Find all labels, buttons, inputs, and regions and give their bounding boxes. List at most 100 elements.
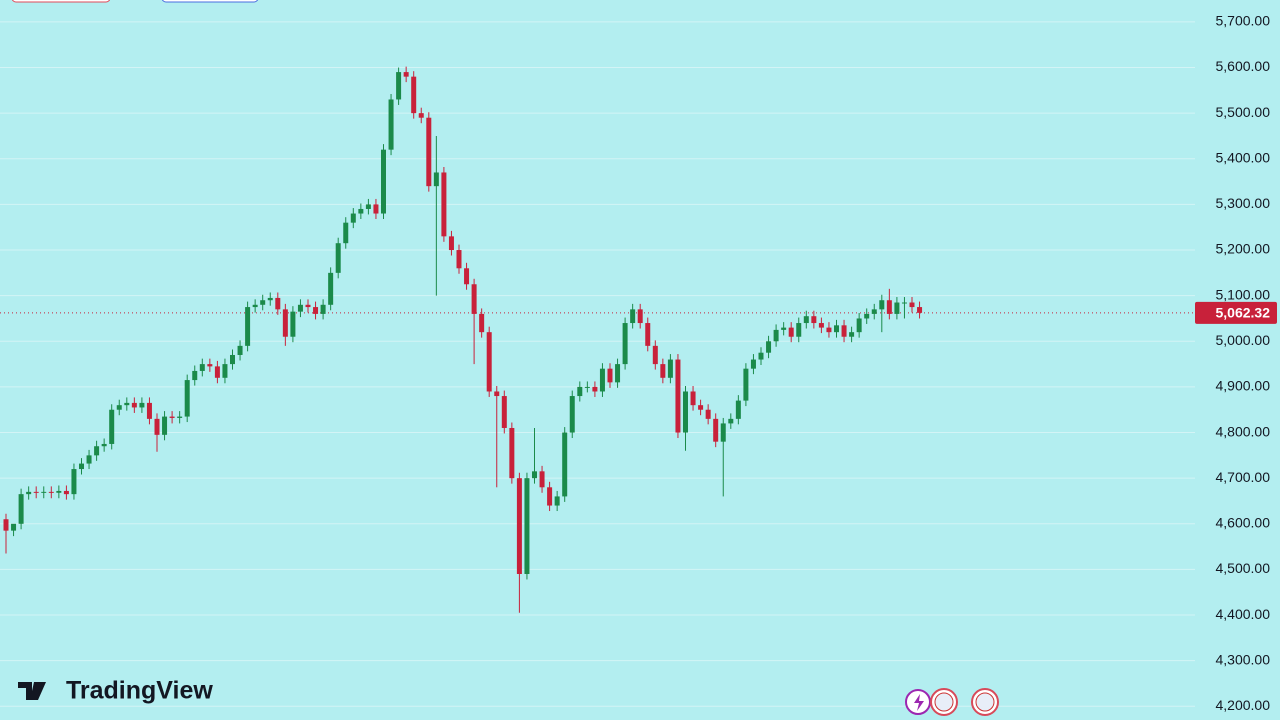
candle-body (524, 478, 530, 574)
candle-body (728, 418, 734, 424)
candle-body (388, 99, 394, 150)
candle-body (433, 172, 439, 187)
candle-body (381, 149, 386, 214)
candle-body (818, 323, 824, 328)
candle-body (622, 323, 628, 365)
candle-body (56, 490, 62, 493)
candle-body (252, 304, 258, 308)
candle-body (841, 325, 847, 337)
y-tick-label: 4,600.00 (1216, 515, 1271, 531)
event-icon-glyph (914, 694, 924, 711)
y-tick-label: 4,500.00 (1216, 560, 1271, 576)
candle-body (501, 396, 507, 428)
candle-body (690, 391, 696, 406)
candle-body (94, 446, 100, 456)
candle-body (230, 354, 235, 365)
candle-body (192, 370, 198, 381)
candle-body (33, 491, 39, 493)
candle-body (773, 329, 779, 342)
candle-body (486, 332, 492, 392)
last-price-label: 5,062.32 (1216, 305, 1271, 321)
candle-body (456, 250, 462, 269)
candle-body (539, 471, 545, 488)
candle-body (871, 309, 877, 314)
candle-body (3, 519, 9, 531)
candle-body (48, 491, 54, 493)
candle-body (162, 416, 168, 435)
candle-body (584, 386, 590, 388)
y-tick-label: 4,300.00 (1216, 651, 1271, 667)
flag-glyph (934, 692, 954, 712)
candle-body (713, 418, 719, 442)
logo-mark (18, 682, 46, 700)
candle-body (479, 313, 485, 333)
y-tick-label: 5,100.00 (1216, 286, 1271, 302)
candle-body (79, 463, 84, 470)
candle-body (403, 72, 409, 77)
candle-body (592, 386, 598, 392)
candle-body (879, 300, 885, 310)
candle-body (917, 307, 923, 313)
candle-body (124, 402, 130, 406)
candle-body (766, 341, 772, 353)
candle-body (275, 297, 281, 310)
price-axis: 4,200.00 4,300.00 4,400.00 4,500.00 4,600.00… (1195, 13, 1277, 713)
candle-body (71, 469, 77, 495)
candle-body (441, 172, 447, 237)
candle-body (260, 300, 266, 305)
candle-body (343, 222, 349, 244)
y-tick-label: 4,700.00 (1216, 469, 1271, 485)
candle-body (411, 76, 417, 114)
y-tick-label: 5,600.00 (1216, 58, 1271, 74)
y-tick-label: 4,800.00 (1216, 423, 1271, 439)
candle-body (569, 396, 575, 433)
candle-body (849, 332, 855, 337)
candle-body (11, 523, 17, 531)
toolbar-button[interactable] (161, 0, 259, 3)
candle-body (856, 318, 862, 333)
candle-body (290, 311, 296, 337)
candle-body (886, 300, 892, 314)
candle-body (577, 386, 583, 397)
candle-body (177, 416, 183, 418)
y-tick-label: 5,500.00 (1216, 104, 1271, 120)
candle-body (494, 391, 500, 397)
candle-body (373, 204, 379, 214)
candle-body (599, 368, 605, 392)
candle-body (743, 368, 749, 401)
candle-body (418, 113, 424, 118)
event-icons[interactable] (905, 688, 999, 716)
candle-body (630, 309, 636, 324)
candle-body (834, 325, 839, 333)
candle-body (101, 443, 107, 447)
candle-body (683, 391, 688, 433)
y-tick-label: 4,400.00 (1216, 606, 1271, 622)
candle-body (146, 402, 152, 419)
y-tick-label: 4,900.00 (1216, 378, 1271, 394)
candle-body (788, 327, 794, 337)
y-tick-label: 5,200.00 (1216, 241, 1271, 257)
candle-body (652, 345, 658, 365)
candle-body (464, 268, 470, 285)
toolbar-button[interactable] (11, 0, 111, 3)
candle-body (516, 478, 522, 574)
candle-body (909, 302, 915, 308)
candle-body (471, 284, 477, 314)
candle-body (547, 487, 553, 506)
candle-body (335, 243, 341, 273)
candle-body (532, 471, 537, 479)
candle-body (305, 304, 311, 308)
candle-body (781, 327, 787, 330)
candle-body (207, 364, 213, 367)
candle-body (562, 432, 568, 497)
y-tick-label: 4,200.00 (1216, 697, 1271, 713)
candle-body (222, 364, 228, 378)
candle-body (698, 405, 704, 410)
candle-body (894, 302, 900, 314)
candle-body (667, 359, 673, 378)
candle-body (41, 491, 47, 493)
candle-body (637, 309, 643, 324)
candle-body (675, 359, 681, 433)
candle-body (901, 302, 907, 304)
candle-body (328, 272, 334, 305)
